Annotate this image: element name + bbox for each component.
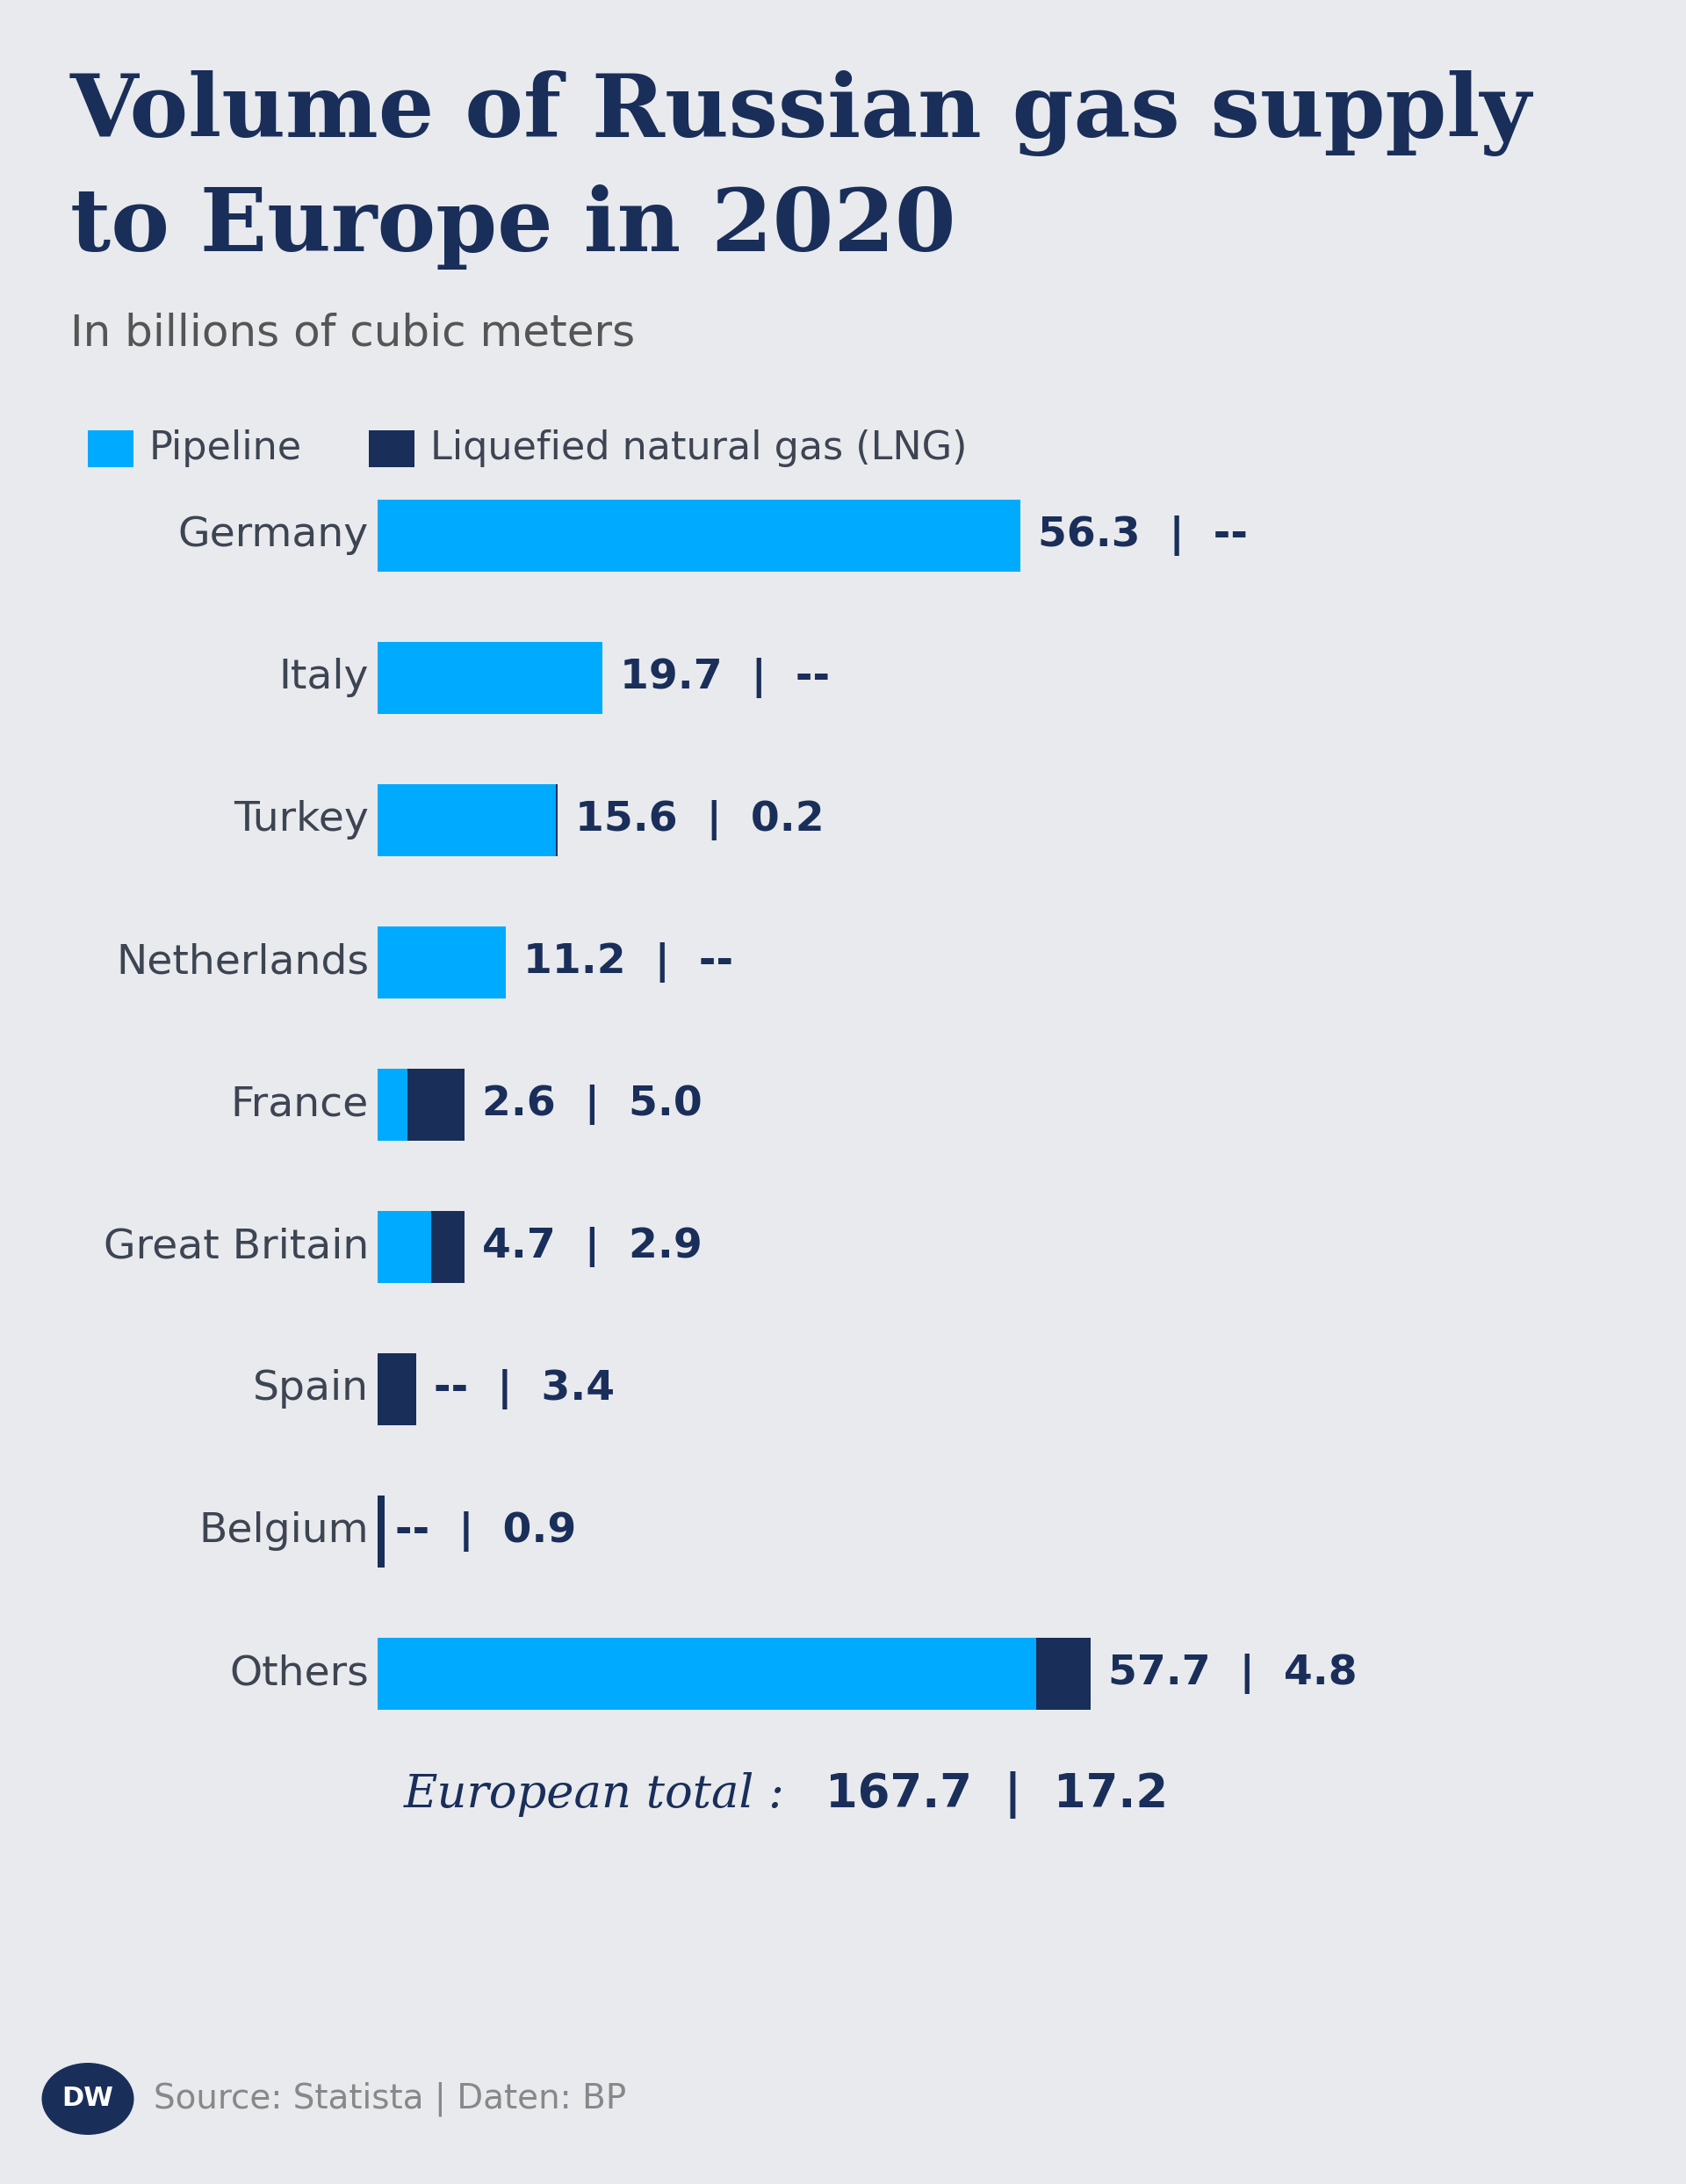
FancyBboxPatch shape	[88, 430, 133, 467]
FancyBboxPatch shape	[378, 1210, 432, 1282]
Text: Italy: Italy	[278, 657, 369, 697]
Text: 57.7  |  4.8: 57.7 | 4.8	[1108, 1653, 1357, 1695]
Text: 15.6  |  0.2: 15.6 | 0.2	[575, 799, 824, 841]
FancyBboxPatch shape	[378, 1068, 408, 1140]
Text: Turkey: Turkey	[234, 802, 369, 841]
Text: Liquefied natural gas (LNG): Liquefied natural gas (LNG)	[430, 430, 968, 467]
Text: European total :: European total :	[405, 1771, 814, 1817]
FancyBboxPatch shape	[378, 1638, 1037, 1710]
Text: Netherlands: Netherlands	[116, 943, 369, 983]
Text: Belgium: Belgium	[199, 1511, 369, 1551]
FancyBboxPatch shape	[432, 1210, 464, 1282]
Text: to Europe in 2020: to Europe in 2020	[71, 183, 956, 269]
FancyBboxPatch shape	[378, 784, 556, 856]
Text: France: France	[231, 1085, 369, 1125]
Ellipse shape	[42, 2064, 133, 2134]
Text: Great Britain: Great Britain	[103, 1227, 369, 1267]
Text: Pipeline: Pipeline	[150, 430, 302, 467]
FancyBboxPatch shape	[1037, 1638, 1091, 1710]
FancyBboxPatch shape	[378, 500, 1020, 572]
FancyBboxPatch shape	[556, 784, 558, 856]
Text: Spain: Spain	[253, 1369, 369, 1409]
Text: 56.3  |  --: 56.3 | --	[1039, 515, 1248, 557]
Text: Germany: Germany	[179, 515, 369, 555]
Text: 19.7  |  --: 19.7 | --	[620, 657, 830, 699]
Text: In billions of cubic meters: In billions of cubic meters	[71, 312, 636, 354]
Text: 11.2  |  --: 11.2 | --	[523, 941, 733, 983]
Text: Source: Statista | Daten: BP: Source: Statista | Daten: BP	[153, 2081, 626, 2116]
FancyBboxPatch shape	[378, 1496, 384, 1568]
Text: 2.6  |  5.0: 2.6 | 5.0	[482, 1085, 701, 1125]
FancyBboxPatch shape	[378, 926, 506, 998]
FancyBboxPatch shape	[369, 430, 415, 467]
Text: --  |  3.4: -- | 3.4	[433, 1369, 615, 1409]
Text: 167.7  |  17.2: 167.7 | 17.2	[826, 1771, 1168, 1819]
Text: --  |  0.9: -- | 0.9	[395, 1511, 577, 1551]
Text: 4.7  |  2.9: 4.7 | 2.9	[482, 1227, 701, 1267]
FancyBboxPatch shape	[408, 1068, 464, 1140]
Text: DW: DW	[62, 2086, 113, 2112]
FancyBboxPatch shape	[378, 1354, 416, 1426]
Text: Volume of Russian gas supply: Volume of Russian gas supply	[71, 70, 1533, 157]
FancyBboxPatch shape	[378, 642, 602, 714]
Text: Others: Others	[229, 1653, 369, 1693]
